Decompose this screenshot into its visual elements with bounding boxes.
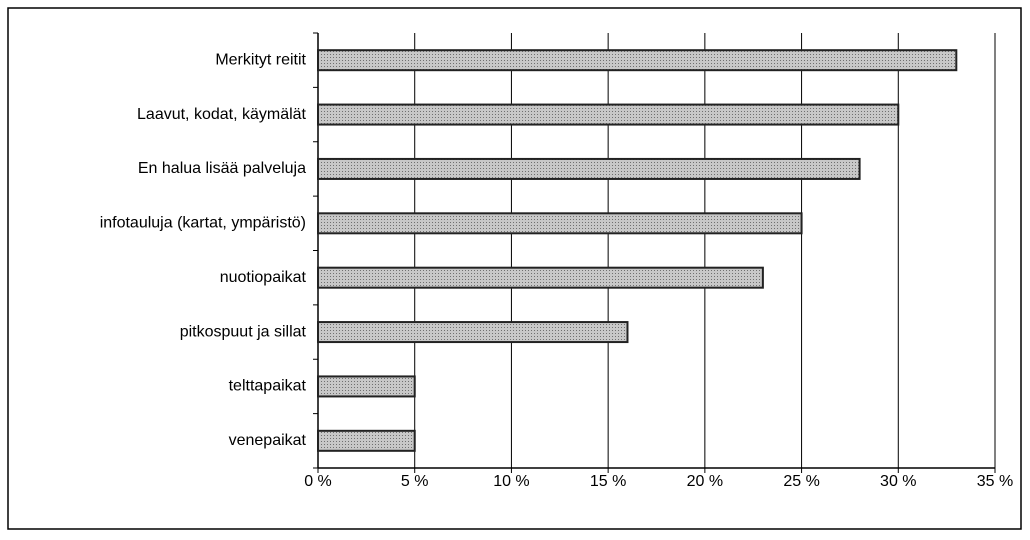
bar (317, 157, 861, 180)
x-tick-label: 30 % (880, 473, 916, 490)
bar (317, 103, 900, 126)
y-tick-label: pitkospuut ja sillat (180, 323, 307, 340)
bar (317, 212, 803, 235)
bar (317, 266, 764, 289)
x-tick-label: 5 % (401, 473, 429, 490)
x-tick-label: 10 % (493, 473, 529, 490)
x-tick-label: 35 % (977, 473, 1013, 490)
y-tick-label: infotauluja (kartat, ympäristö) (100, 215, 306, 232)
bar (317, 321, 629, 344)
x-tick-label: 20 % (687, 473, 723, 490)
chart-frame (7, 7, 1022, 530)
x-tick-label: 15 % (590, 473, 626, 490)
y-tick-label: venepaikat (229, 432, 307, 449)
y-tick-label: Merkityt reitit (215, 51, 306, 68)
x-tick-label: 25 % (783, 473, 819, 490)
y-tick-label: En halua lisää palveluja (138, 160, 306, 177)
x-tick-label: 0 % (304, 473, 332, 490)
bar (317, 49, 958, 72)
y-tick-label: telttapaikat (229, 378, 307, 395)
y-tick-label: nuotiopaikat (220, 269, 307, 286)
y-tick-label: Laavut, kodat, käymälät (137, 106, 307, 123)
bar (317, 429, 416, 452)
bar (317, 375, 416, 398)
